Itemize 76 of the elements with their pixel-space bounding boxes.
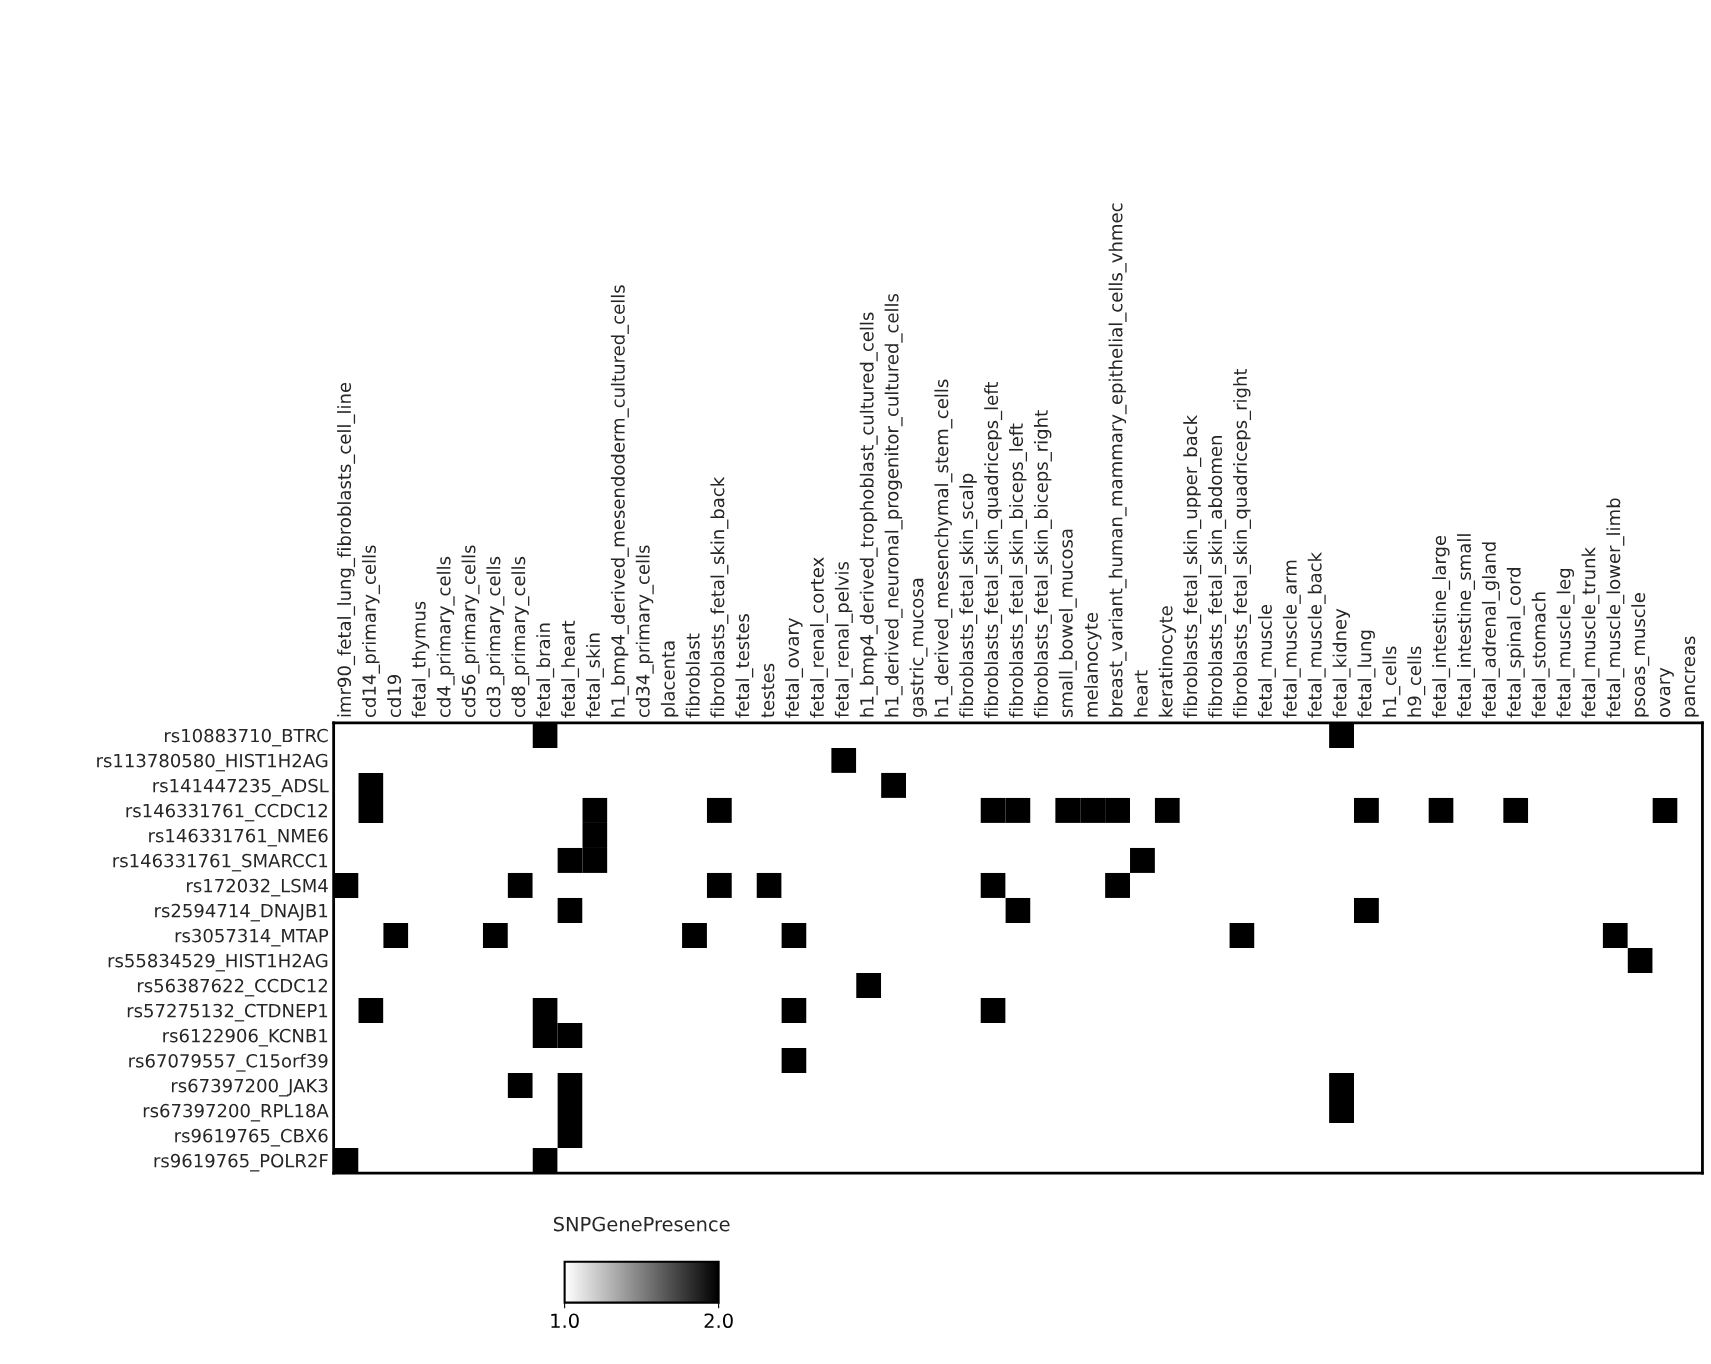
x-tick-label: h1_bmp4_derived_trophoblast_cultured_cells <box>859 312 878 717</box>
x-tick-label: fibroblasts_fetal_skin_upper_back <box>1183 414 1202 718</box>
x-tick-label: pancreas <box>1684 636 1699 717</box>
x-tick-label: cd3_primary_cells <box>486 556 505 718</box>
x-tick-label: fibroblasts_fetal_skin_quadriceps_left <box>984 382 1003 718</box>
x-tick-label: fetal_intestine_small <box>1457 534 1475 718</box>
color-bar-label: 2.0 <box>704 1313 733 1329</box>
x-tick-label: cd19 <box>387 674 402 718</box>
y-tick-label: rs146331761_NME6 <box>149 828 328 847</box>
x-tick-label: fetal_skin <box>585 633 604 718</box>
x-tick-label: fetal_kidney <box>1332 608 1351 718</box>
y-tick-label: rs141447235_ADSL <box>153 778 329 797</box>
y-tick-label: rs67397200_JAK3 <box>171 1078 328 1097</box>
x-tick-label: fetal_muscle_lower_limb <box>1606 498 1625 718</box>
x-tick-label: fetal_muscle_arm <box>1282 560 1301 718</box>
x-tick-label: breast_variant_human_mammary_epithelial_cells_vhmec <box>1108 203 1127 717</box>
x-tick-label: small_bowel_mucosa <box>1058 529 1077 718</box>
x-tick-label: fetal_muscle <box>1257 604 1276 718</box>
color-bar-title: SNPGenePresence <box>553 1216 730 1232</box>
x-tick-label: imr90_fetal_lung_fibroblasts_cell_line <box>337 382 356 717</box>
y-tick-label: rs3057314_MTAP <box>175 928 329 947</box>
y-tick-label: rs56387622_CCDC12 <box>137 978 327 997</box>
y-tick-label: rs146331761_CCDC12 <box>126 803 327 822</box>
x-tick-label: cd14_primary_cells <box>361 545 380 718</box>
x-tick-label: fetal_adrenal_gland <box>1481 542 1500 718</box>
x-tick-label: h1_derived_mesenchymal_stem_cells <box>934 379 953 717</box>
x-tick-label: fibroblasts_fetal_skin_scalp <box>959 473 978 718</box>
x-tick-label: fetal_renal_pelvis <box>834 561 853 718</box>
y-tick-label: rs172032_LSM4 <box>187 878 328 897</box>
x-tick-label: fetal_renal_cortex <box>809 557 828 718</box>
y-tick-label: rs55834529_HIST1H2AG <box>108 953 328 972</box>
y-tick-label: rs57275132_CTDNEP1 <box>127 1003 328 1022</box>
x-tick-label: fibroblasts_fetal_skin_back <box>710 476 729 718</box>
y-tick-label: rs2594714_DNAJB1 <box>155 903 328 922</box>
x-tick-label: cd4_primary_cells <box>436 556 455 718</box>
y-tick-label: rs113780580_HIST1H2AG <box>97 753 328 772</box>
x-tick-label: fetal_stomach <box>1531 592 1550 718</box>
color-bar-label: 1.0 <box>551 1313 579 1329</box>
x-tick-label: fetal_intestine_large <box>1432 535 1451 718</box>
y-tick-label: rs9619765_CBX6 <box>175 1128 328 1147</box>
x-tick-label: fetal_spinal_cord <box>1506 568 1525 718</box>
x-tick-label: cd8_primary_cells <box>511 556 530 718</box>
x-tick-label: fetal_ovary <box>785 618 804 718</box>
x-tick-label: h1_cells <box>1382 646 1401 717</box>
x-tick-label: fetal_testes <box>735 614 754 718</box>
x-tick-label: fibroblasts_fetal_skin_quadriceps_right <box>1233 368 1252 718</box>
x-tick-label: fetal_muscle_trunk <box>1581 547 1600 718</box>
x-tick-label: fibroblasts_fetal_skin_biceps_right <box>1033 410 1052 718</box>
x-tick-label: h1_bmp4_derived_mesendoderm_cultured_cells <box>610 285 629 717</box>
x-tick-label: placenta <box>660 641 679 717</box>
x-tick-label: fetal_heart <box>561 620 580 718</box>
y-tick-label: rs9619765_POLR2F <box>154 1153 328 1172</box>
x-tick-label: gastric_mucosa <box>909 578 928 718</box>
x-tick-label: fetal_lung <box>1357 630 1376 718</box>
x-tick-label: h1_derived_neuronal_progenitor_cultured_cells <box>884 293 903 717</box>
x-tick-label: fetal_thymus <box>411 601 430 718</box>
y-tick-label: rs146331761_SMARCC1 <box>113 853 328 872</box>
x-tick-label: keratinocyte <box>1158 606 1177 717</box>
x-tick-label: psoas_muscle <box>1631 593 1650 717</box>
x-tick-label: fetal_brain <box>536 623 555 718</box>
y-tick-label: rs67079557_C15orf39 <box>129 1053 328 1072</box>
x-tick-label: fetal_muscle_back <box>1307 552 1326 718</box>
x-tick-label: h9_cells <box>1407 646 1426 717</box>
x-tick-label: fetal_muscle_leg <box>1556 568 1575 718</box>
x-tick-label: heart <box>1133 670 1148 717</box>
x-tick-label: ovary <box>1659 667 1674 718</box>
x-tick-label: testes <box>761 663 775 718</box>
x-tick-label: fibroblasts_fetal_skin_biceps_left <box>1009 423 1028 718</box>
x-tick-label: fibroblasts_fetal_skin_abdomen <box>1208 436 1227 718</box>
y-tick-label: rs10883710_BTRC <box>165 728 328 747</box>
y-tick-label: rs67397200_RPL18A <box>143 1103 329 1122</box>
y-tick-label: rs6122906_KCNB1 <box>163 1028 328 1047</box>
x-tick-label: melanocyte <box>1083 612 1102 717</box>
x-tick-label: cd34_primary_cells <box>635 545 654 718</box>
x-tick-label: fibroblast <box>685 633 700 718</box>
x-tick-label: cd56_primary_cells <box>461 545 480 718</box>
